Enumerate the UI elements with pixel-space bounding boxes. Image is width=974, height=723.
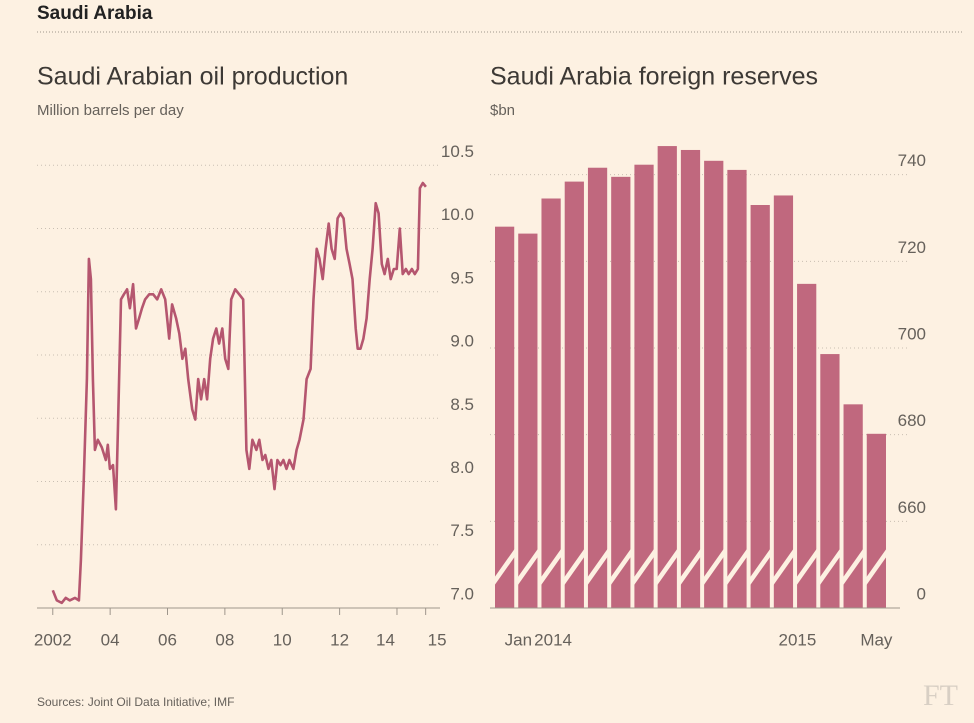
- bar: [495, 226, 515, 608]
- axis-break: [586, 548, 609, 586]
- y-tick-label: 720: [898, 238, 926, 257]
- data-line: [51, 181, 427, 605]
- bar: [704, 160, 724, 609]
- bar: [866, 433, 886, 608]
- x-year-label: 2014: [534, 630, 572, 649]
- chart-subtitle: $bn: [490, 102, 515, 119]
- bar: [611, 176, 631, 609]
- bar: [727, 169, 747, 608]
- x-tick-label: 12: [330, 630, 349, 649]
- bar: [541, 198, 561, 608]
- bar: [518, 233, 538, 608]
- x-tick-label: 08: [215, 630, 234, 649]
- axis-break: [540, 548, 562, 586]
- x-tick-label: 2015: [779, 630, 817, 649]
- axis-break: [796, 548, 818, 586]
- chart-title: Saudi Arabia foreign reserves: [490, 63, 818, 91]
- axis-break: [494, 548, 516, 586]
- x-tick-label: 10: [273, 630, 292, 649]
- bar: [750, 205, 770, 608]
- y-tick-label: 740: [898, 151, 926, 170]
- header: Saudi Arabia: [37, 3, 153, 24]
- bar: [773, 195, 794, 608]
- axis-break: [772, 548, 795, 586]
- y-tick-label: 0: [917, 584, 926, 603]
- axis-break: [819, 548, 841, 586]
- bar: [797, 283, 817, 608]
- y-tick-label: 7.5: [450, 521, 474, 540]
- x-tick-label: 2002: [34, 630, 72, 649]
- bar: [634, 164, 654, 608]
- y-tick-label: 10.5: [441, 142, 474, 161]
- bar: [587, 167, 608, 608]
- axis-break: [842, 548, 864, 586]
- logo: FT: [923, 679, 958, 712]
- y-tick-label: 8.5: [450, 395, 474, 414]
- bar: [680, 149, 701, 608]
- axis-break: [633, 548, 655, 586]
- y-tick-label: 9.5: [450, 268, 474, 287]
- chart-subtitle: Million barrels per day: [37, 102, 184, 119]
- axis-break: [726, 548, 748, 586]
- x-tick-label: 15: [428, 630, 447, 649]
- y-tick-label: 8.0: [450, 458, 474, 477]
- axis-break: [679, 548, 702, 586]
- axis-break: [610, 548, 632, 586]
- axis-break: [563, 548, 585, 586]
- y-tick-label: 9.0: [450, 332, 474, 351]
- source: Sources: Joint Oil Data Initiative; IMF: [37, 695, 234, 709]
- bar: [564, 181, 584, 608]
- x-tick-label: 14: [376, 630, 395, 649]
- y-tick-label: 10.0: [441, 205, 474, 224]
- y-tick-label: 660: [898, 498, 926, 517]
- axis-break: [749, 548, 771, 586]
- chart-title: Saudi Arabian oil production: [37, 63, 348, 91]
- x-tick-label: 06: [158, 630, 177, 649]
- bar: [820, 354, 840, 608]
- axis-break: [703, 548, 725, 586]
- y-tick-label: 700: [898, 324, 926, 343]
- axis-break: [517, 548, 539, 586]
- x-tick-label: Jan: [505, 630, 532, 649]
- axis-break: [656, 548, 678, 586]
- y-tick-label: 680: [898, 411, 926, 430]
- x-tick-label: 04: [101, 630, 120, 649]
- bar: [657, 146, 677, 609]
- x-tick-label: May: [860, 630, 893, 649]
- y-tick-label: 7.0: [450, 584, 474, 603]
- axis-break: [865, 548, 887, 586]
